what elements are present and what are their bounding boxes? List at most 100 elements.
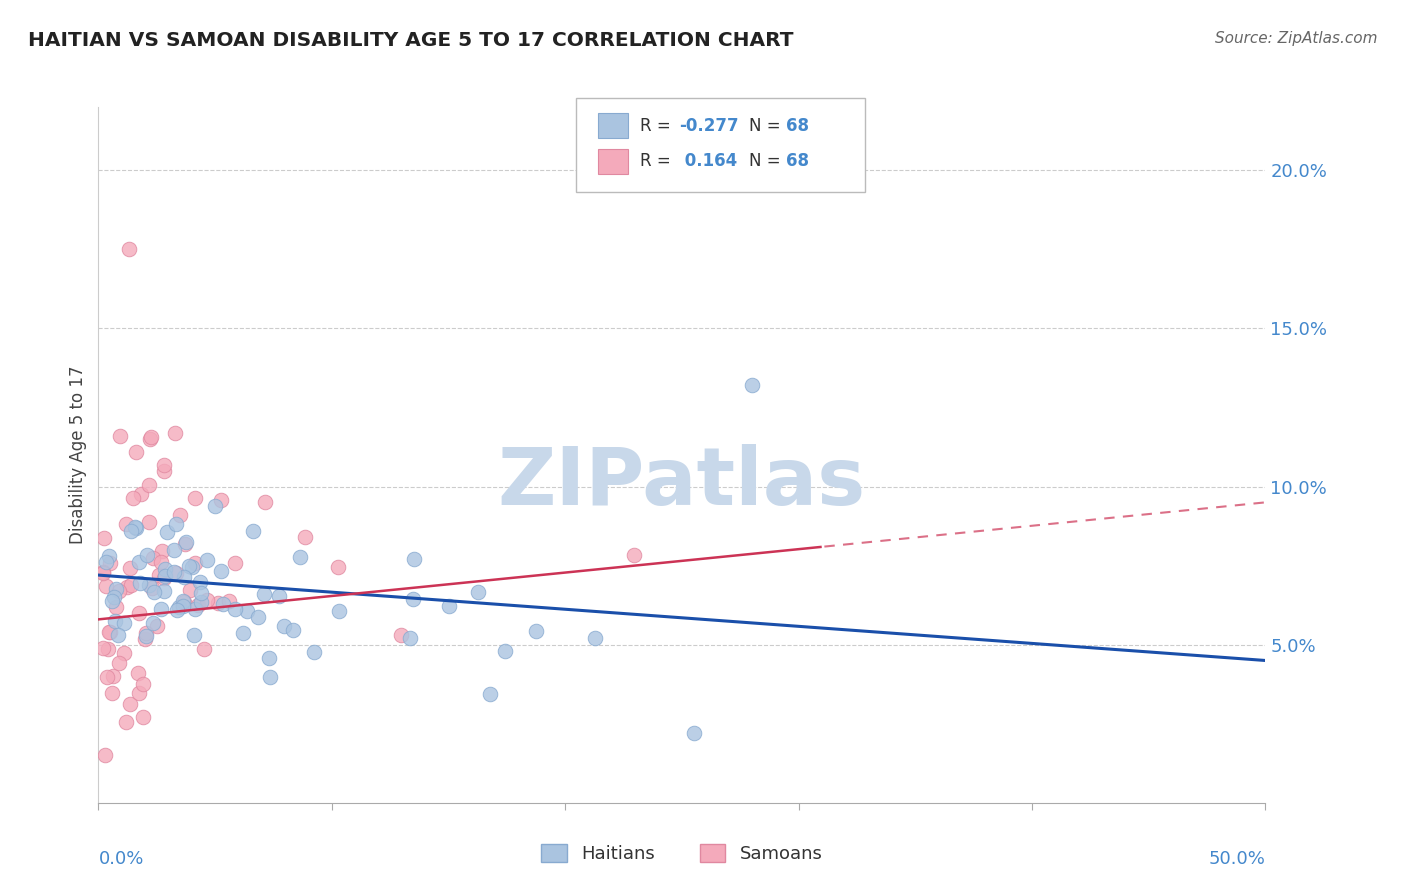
Point	[326, 560, 349, 574]
Point	[165, 425, 187, 440]
Point	[187, 599, 209, 613]
Point	[152, 464, 174, 478]
Point	[135, 625, 157, 640]
Point	[91, 641, 114, 656]
Point	[93, 748, 115, 763]
Point	[204, 500, 226, 514]
Point	[156, 524, 179, 539]
Point	[183, 602, 205, 616]
Point	[402, 552, 425, 566]
Point	[91, 566, 114, 580]
Point	[128, 576, 150, 591]
Point	[153, 584, 176, 599]
Point	[177, 559, 200, 574]
Point	[120, 524, 142, 538]
Point	[127, 666, 149, 681]
Point	[107, 627, 129, 641]
Point	[242, 524, 264, 538]
Point	[138, 515, 160, 529]
Point	[184, 491, 207, 505]
Point	[139, 430, 162, 444]
Point	[218, 594, 240, 608]
Point	[165, 566, 187, 581]
Point	[207, 596, 229, 610]
Point	[122, 491, 145, 505]
Point	[132, 676, 155, 690]
Point	[107, 657, 129, 671]
Point	[115, 581, 138, 595]
Text: R =: R =	[640, 153, 676, 170]
Point	[212, 597, 235, 611]
Point	[125, 445, 148, 459]
Point	[98, 557, 121, 571]
Point	[169, 599, 191, 614]
Point	[479, 687, 502, 701]
Text: N =: N =	[749, 117, 786, 135]
Y-axis label: Disability Age 5 to 17: Disability Age 5 to 17	[69, 366, 87, 544]
Point	[104, 599, 127, 614]
Point	[94, 555, 117, 569]
Point	[138, 478, 160, 492]
Point	[96, 641, 118, 656]
Point	[209, 493, 232, 508]
Point	[169, 508, 191, 522]
Point	[195, 593, 218, 607]
Point	[142, 615, 165, 630]
Point	[91, 565, 114, 579]
Text: 68: 68	[786, 153, 808, 170]
Point	[155, 562, 177, 576]
Point	[114, 714, 136, 729]
Point	[108, 429, 131, 443]
Point	[165, 516, 187, 531]
Point	[283, 624, 305, 638]
Point	[253, 586, 276, 600]
Point	[166, 603, 188, 617]
Point	[98, 624, 121, 639]
Text: 68: 68	[786, 117, 808, 135]
Point	[149, 556, 172, 570]
Point	[190, 595, 212, 609]
Point	[259, 670, 281, 684]
Text: Source: ZipAtlas.com: Source: ZipAtlas.com	[1215, 31, 1378, 46]
Point	[152, 458, 174, 472]
Point	[190, 586, 212, 600]
Text: 0.0%: 0.0%	[98, 850, 143, 868]
Point	[224, 602, 246, 616]
Point	[583, 632, 606, 646]
Point	[209, 564, 232, 578]
Point	[124, 520, 146, 534]
Legend: Haitians, Samoans: Haitians, Samoans	[534, 837, 830, 871]
Point	[94, 579, 117, 593]
Point	[153, 571, 176, 585]
Point	[494, 644, 516, 658]
Point	[173, 595, 195, 609]
Text: ZIPatlas: ZIPatlas	[498, 443, 866, 522]
Point	[163, 542, 186, 557]
Point	[148, 567, 170, 582]
Text: 50.0%: 50.0%	[1209, 850, 1265, 868]
Point	[682, 726, 704, 740]
Point	[100, 624, 122, 639]
Text: -0.277: -0.277	[679, 117, 738, 135]
Point	[328, 604, 350, 618]
Point	[112, 647, 135, 661]
Point	[101, 686, 124, 700]
Point	[146, 619, 169, 633]
Point	[96, 670, 118, 684]
Point	[172, 599, 194, 613]
Point	[132, 710, 155, 724]
Point	[183, 628, 205, 642]
Point	[623, 548, 645, 562]
Point	[125, 521, 148, 535]
Point	[139, 432, 162, 446]
Point	[128, 686, 150, 700]
Point	[190, 575, 212, 590]
Point	[176, 534, 198, 549]
Point	[97, 549, 120, 563]
Point	[108, 583, 131, 598]
Point	[120, 578, 142, 592]
Point	[236, 604, 259, 618]
Point	[135, 629, 157, 643]
Point	[150, 602, 173, 616]
Point	[247, 610, 270, 624]
